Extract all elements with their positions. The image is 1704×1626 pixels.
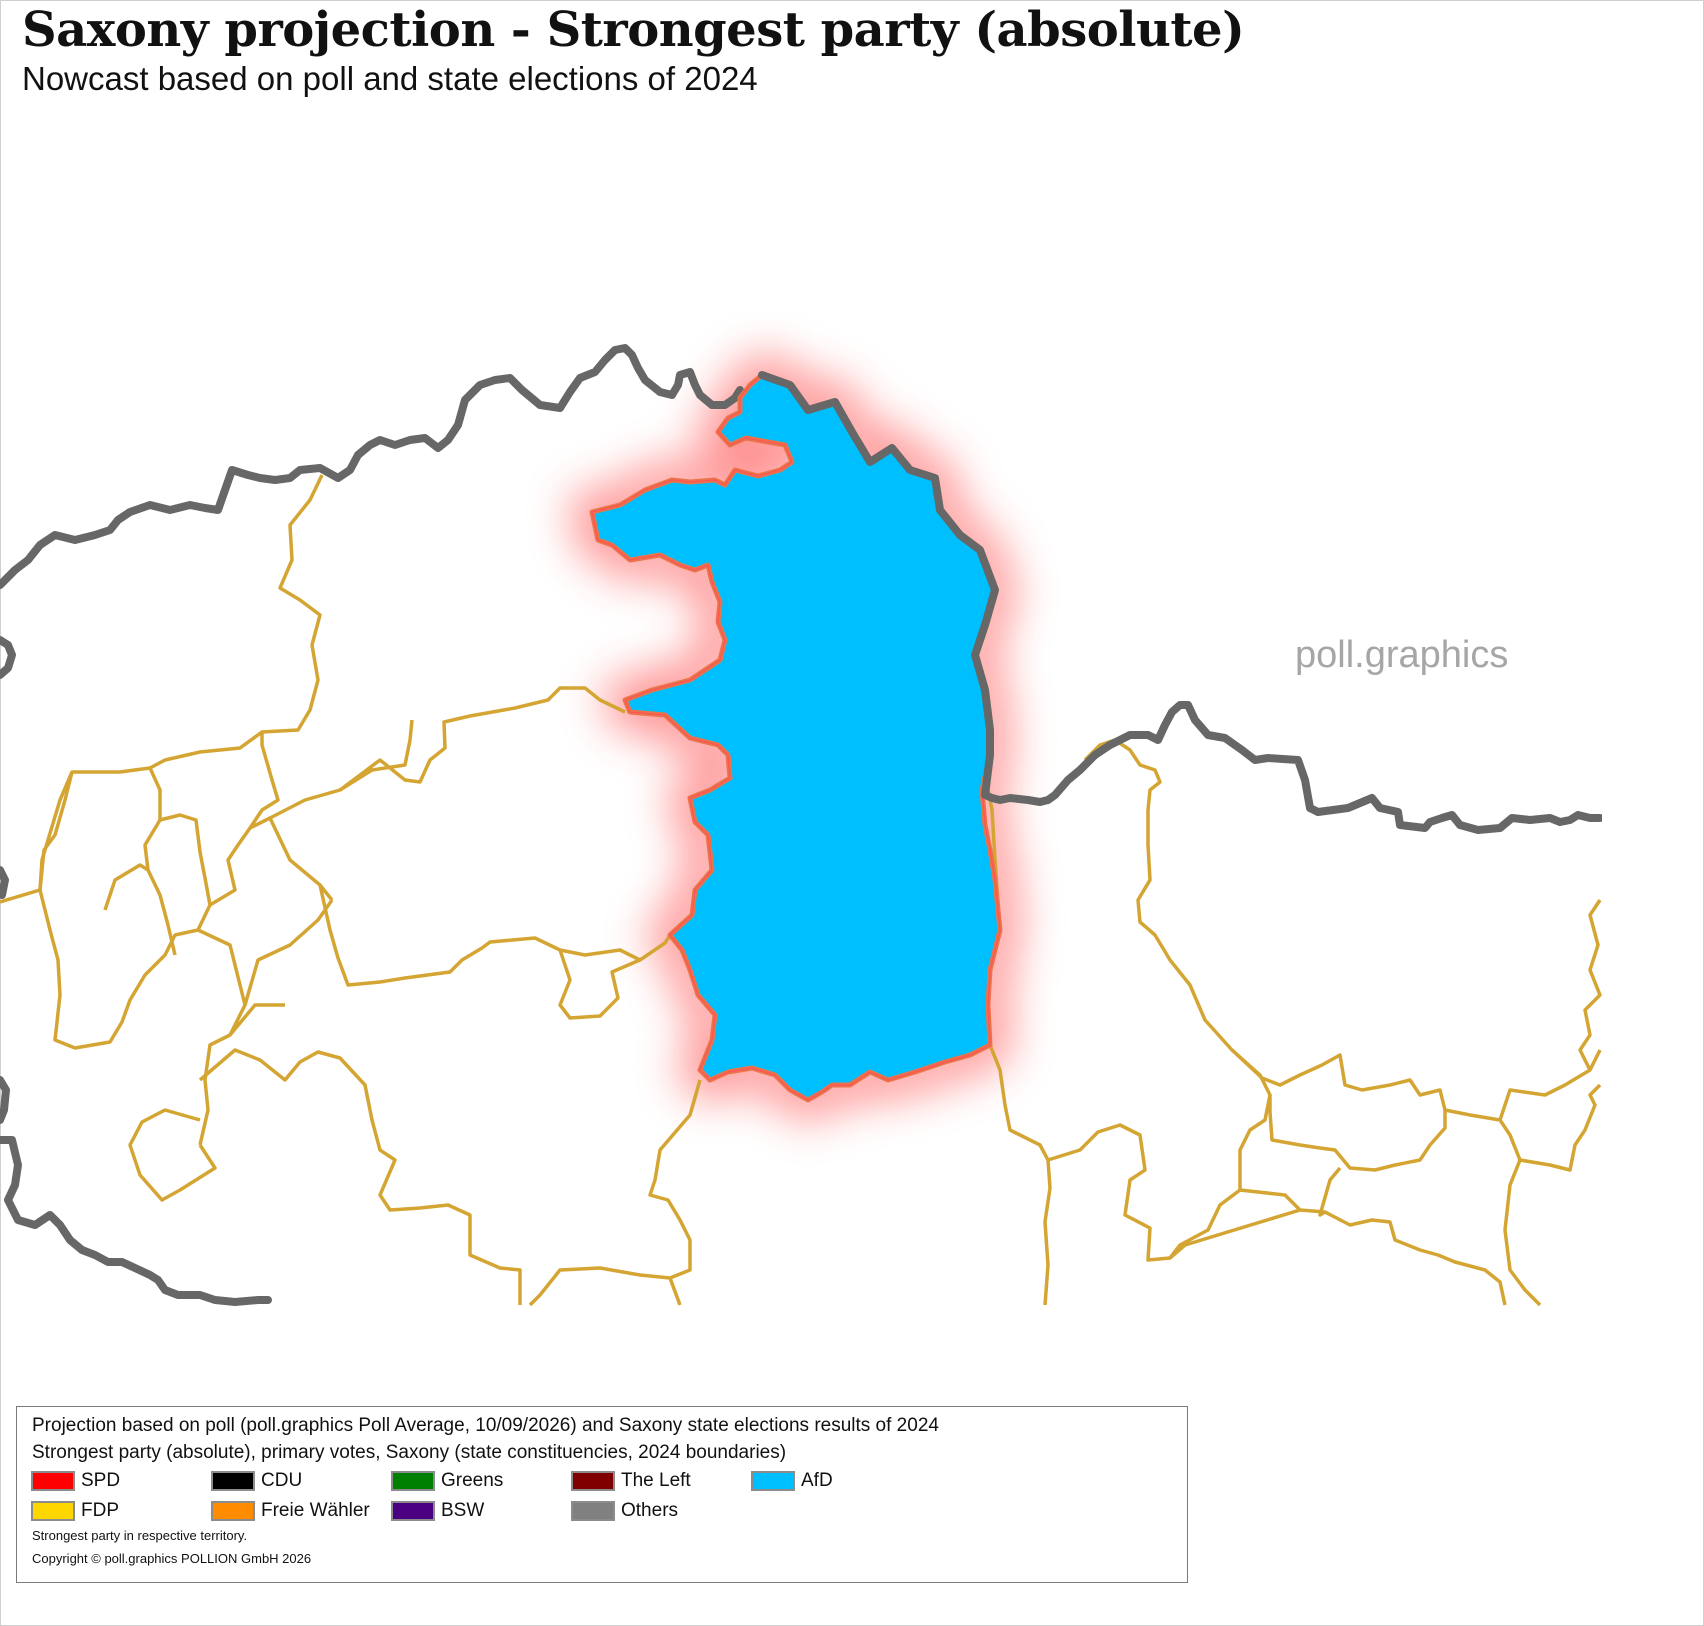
legend-label: Others <box>621 1500 679 1521</box>
legend-item-cdu: CDU <box>211 1469 302 1493</box>
copyright: Copyright © poll.graphics POLLION GmbH 2… <box>32 1551 312 1566</box>
legend-item-bsw: BSW <box>391 1499 484 1523</box>
legend-swatch <box>751 1471 795 1491</box>
legend-swatch <box>571 1471 615 1491</box>
watermark: poll.graphics <box>1295 634 1509 676</box>
legend-swatch <box>31 1501 75 1521</box>
legend-item-freie-waehler: Freie Wähler <box>211 1499 370 1523</box>
legend-swatch <box>391 1501 435 1521</box>
legend-swatch <box>391 1471 435 1491</box>
legend-item-greens: Greens <box>391 1469 503 1493</box>
legend-line-2: Strongest party (absolute), primary vote… <box>32 1442 787 1463</box>
legend-item-fdp: FDP <box>31 1499 119 1523</box>
legend-swatch <box>211 1471 255 1491</box>
state-border-east <box>758 371 999 799</box>
legend-label: SPD <box>81 1470 121 1491</box>
constituency-borders <box>0 474 1602 1307</box>
legend-label: FDP <box>81 1500 119 1521</box>
legend-swatch <box>571 1501 615 1521</box>
legend-item-spd: SPD <box>31 1469 120 1493</box>
state-border <box>0 344 1602 1306</box>
legend-label: AfD <box>801 1470 833 1491</box>
legend-box: Projection based on poll (poll.graphics … <box>16 1406 1188 1583</box>
legend-item-the-left: The Left <box>571 1469 691 1493</box>
legend-label: Greens <box>441 1470 504 1491</box>
legend-note: Strongest party in respective territory. <box>32 1528 248 1543</box>
legend-label: Freie Wähler <box>261 1500 370 1521</box>
legend-item-afd: AfD <box>751 1469 833 1493</box>
legend-label: The Left <box>621 1470 691 1491</box>
legend-swatch <box>211 1501 255 1521</box>
legend-line-1: Projection based on poll (poll.graphics … <box>32 1415 939 1436</box>
legend-label: BSW <box>441 1500 485 1521</box>
page-subtitle: Nowcast based on poll and state election… <box>22 60 758 97</box>
legend-label: CDU <box>261 1470 303 1491</box>
legend-item-others: Others <box>571 1499 678 1523</box>
page-title: Saxony projection - Strongest party (abs… <box>22 2 1245 58</box>
legend-swatch <box>31 1471 75 1491</box>
